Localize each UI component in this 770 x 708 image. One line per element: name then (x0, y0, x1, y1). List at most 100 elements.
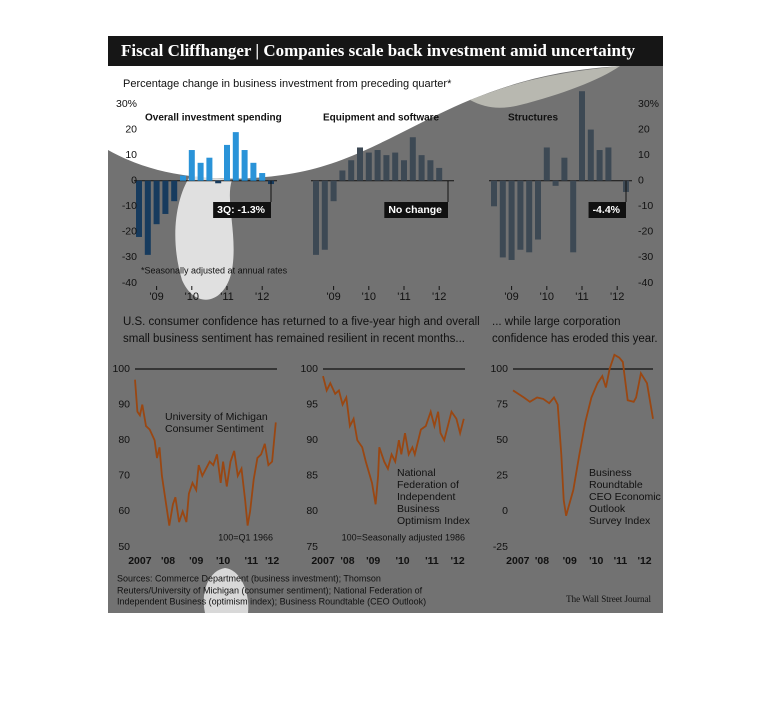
source: Independent Business (optimism index); B… (117, 596, 426, 606)
y-tick-label: 75 (306, 541, 318, 553)
x-tick-label: '10 (185, 291, 199, 303)
y-tick-label: -40 (122, 277, 137, 289)
x-tick-label: '12 (637, 555, 651, 567)
bar (570, 180, 577, 253)
bar (526, 180, 533, 253)
bar (162, 180, 169, 214)
x-tick-label: '12 (432, 291, 446, 303)
y-tick-label: 100 (490, 363, 508, 375)
credit: The Wall Street Journal (566, 594, 651, 604)
x-tick-label: '09 (504, 291, 518, 303)
y-tick-label: 80 (118, 434, 130, 446)
y-tick-label: 50 (496, 434, 508, 446)
x-tick-label: '09 (149, 291, 163, 303)
y-tick-label: 90 (306, 434, 318, 446)
x-tick-label: '08 (340, 555, 354, 567)
caption: confidence has eroded this year. (492, 333, 658, 345)
footnote: *Seasonally adjusted at annual rates (141, 265, 288, 275)
x-tick-label: '10 (362, 291, 376, 303)
bar (401, 160, 407, 181)
x-tick-label: '12 (451, 555, 465, 567)
note: 100=Seasonally adjusted 1986 (342, 532, 465, 542)
x-tick-label: '10 (395, 555, 409, 567)
y-tick-label: 80 (306, 505, 318, 517)
x-tick-label: '12 (265, 555, 279, 567)
caption: U.S. consumer confidence has returned to… (123, 316, 480, 328)
line-series (134, 379, 277, 526)
bar (136, 180, 142, 237)
bar (543, 147, 550, 181)
bar (561, 157, 568, 181)
title: Fiscal Cliffhanger | Companies scale bac… (121, 41, 635, 60)
x-tick-label: '09 (563, 555, 577, 567)
x-tick-label: '11 (575, 291, 589, 303)
bar (215, 180, 222, 184)
bar (206, 157, 213, 181)
y-tick-label: -25 (493, 541, 508, 553)
bar (197, 162, 204, 181)
y-tick-label: -20 (122, 226, 137, 238)
x-tick-label: '08 (161, 555, 175, 567)
annotation: Business (397, 503, 440, 515)
annotation: CEO Economic (589, 491, 661, 503)
line-series (512, 353, 654, 516)
y-tick-label: 100 (112, 363, 130, 375)
bar (232, 132, 239, 181)
bar (357, 147, 363, 181)
bar (330, 180, 337, 202)
y-tick-label: 10 (125, 149, 137, 161)
intro: Percentage change in business investment… (123, 78, 452, 90)
overlay-drip (175, 176, 234, 300)
x-tick-label: 2007 (311, 555, 335, 567)
x-tick-label: '10 (540, 291, 554, 303)
chart-title: Equipment and software (323, 113, 440, 124)
bar (321, 180, 328, 250)
annotation: Federation of (397, 479, 459, 491)
overlay-drop (203, 568, 249, 613)
bar (339, 170, 346, 181)
bar (517, 180, 524, 250)
y-tick-label: 20 (638, 123, 650, 135)
caption: ... while large corporation (492, 316, 620, 328)
chart-title: Structures (508, 113, 558, 124)
annotation-box (588, 202, 626, 218)
bar (587, 129, 594, 181)
y-tick-label: 100 (300, 363, 318, 375)
bar (409, 137, 416, 181)
y-tick-label: 30% (638, 98, 659, 110)
annotation-box (384, 202, 448, 218)
y-tick-label: 90 (118, 398, 130, 410)
bar (392, 152, 399, 181)
bar (499, 180, 506, 258)
bar (259, 173, 266, 181)
annotation: No change (388, 204, 442, 216)
bar (508, 180, 515, 260)
bar (241, 150, 248, 181)
x-tick-label: '11 (220, 291, 234, 303)
x-tick-label: '09 (366, 555, 380, 567)
bar (313, 180, 319, 255)
x-tick-label: '09 (326, 291, 340, 303)
line-series (322, 375, 465, 505)
bar (552, 180, 559, 186)
caption: small business sentiment has remained re… (123, 333, 465, 345)
y-tick-label: 10 (638, 149, 650, 161)
y-tick-label: -40 (638, 277, 653, 289)
y-tick-label: -30 (122, 251, 137, 263)
x-tick-label: 2007 (506, 555, 530, 567)
y-tick-label: 50 (118, 541, 130, 553)
annotation: Roundtable (589, 479, 643, 491)
annotation: Outlook (589, 503, 626, 515)
bar (579, 91, 585, 181)
x-tick-label: '08 (535, 555, 549, 567)
x-tick-label: '09 (189, 555, 203, 567)
x-tick-label: '10 (216, 555, 230, 567)
bar (144, 180, 151, 255)
bar (436, 167, 443, 181)
bar (188, 150, 195, 181)
bar (153, 180, 160, 225)
bar (250, 162, 257, 181)
bar (605, 147, 612, 181)
